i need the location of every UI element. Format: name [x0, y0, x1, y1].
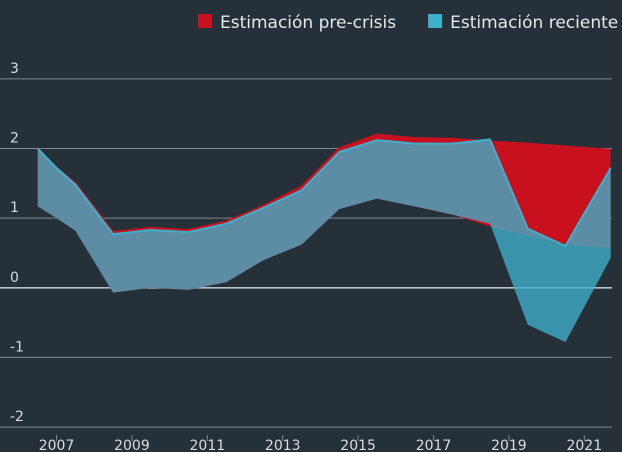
x-tick-label: 2017	[416, 438, 452, 452]
y-tick-label: 3	[10, 61, 19, 77]
y-tick-label: 1	[10, 200, 19, 216]
y-tick-label: 2	[10, 131, 19, 147]
x-tick-label: 2013	[265, 438, 301, 452]
legend-swatch	[428, 14, 443, 28]
legend-swatch	[198, 14, 212, 28]
x-tick-label: 2011	[190, 438, 226, 452]
y-tick-label: 0	[10, 270, 19, 286]
band-area	[37, 139, 611, 343]
x-tick-label: 2007	[39, 438, 75, 452]
x-tick-label: 2021	[566, 438, 602, 452]
y-tick-label: -2	[10, 409, 24, 425]
x-tick-label: 2009	[114, 438, 150, 452]
legend-label: Estimación pre-crisis	[220, 13, 396, 33]
x-tick-label: 2019	[491, 438, 527, 452]
band-upper-line	[36, 138, 612, 248]
band-upper-line	[36, 133, 611, 234]
legend-label: Estimación reciente	[450, 13, 618, 33]
x-tick-label: 2015	[340, 438, 376, 452]
y-tick-label: -1	[10, 339, 24, 355]
